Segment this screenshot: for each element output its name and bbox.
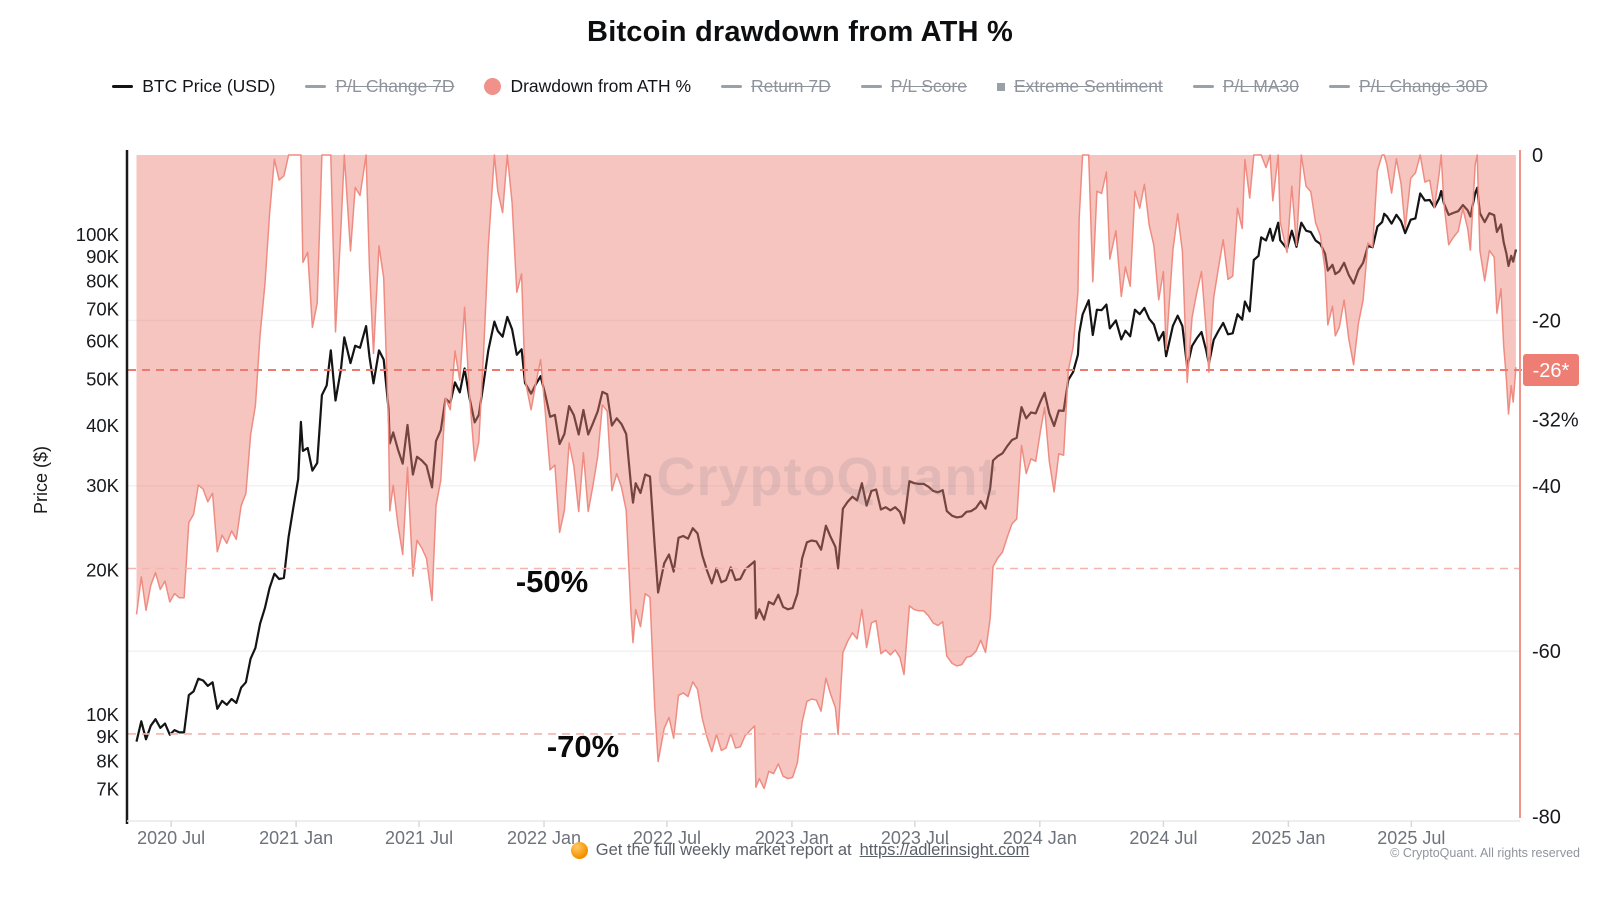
line-marker-icon xyxy=(1329,85,1350,88)
orange-circle-icon xyxy=(570,842,588,859)
drawdown-tick-label: 0 xyxy=(1532,145,1543,167)
line-marker-icon xyxy=(721,85,743,88)
chart-title: Bitcoin drawdown from ATH % xyxy=(587,16,1013,48)
x-tick-label: 2022 Jul xyxy=(633,828,701,848)
watermark-text: CryptoQuant xyxy=(657,447,998,507)
price-tick-label: 90K xyxy=(86,246,120,267)
x-tick-label: 2021 Jul xyxy=(385,828,453,848)
legend-item-p-l-change-7d[interactable]: P/L Change 7D xyxy=(305,76,454,97)
legend-item-p-l-score[interactable]: P/L Score xyxy=(860,76,967,97)
price-line xyxy=(135,186,1517,742)
legend-item-label: Drawdown from ATH % xyxy=(510,76,692,96)
footer-text: Get the full weekly market report at xyxy=(595,841,852,859)
circle-marker-icon xyxy=(484,78,502,95)
legend-item-label: Extreme Sentiment xyxy=(1013,76,1163,96)
x-tick-label: 2023 Jan xyxy=(755,828,829,848)
x-tick-label: 2020 Jul xyxy=(137,828,205,848)
legend-item-label: P/L MA30 xyxy=(1222,76,1299,96)
drawdown-tick-label: -40 xyxy=(1532,476,1561,498)
drawdown-tick-label: -60 xyxy=(1532,641,1561,663)
drawdown-line xyxy=(135,154,1517,790)
legend-item-p-l-ma30[interactable]: P/L MA30 xyxy=(1192,76,1299,97)
x-tick-label: 2023 Jul xyxy=(881,828,949,848)
x-tick-label: 2022 Jan xyxy=(507,828,581,848)
x-tick-label: 2025 Jul xyxy=(1377,828,1445,848)
price-tick-label: 7K xyxy=(96,778,119,799)
price-tick-label: 60K xyxy=(86,330,120,351)
legend: BTC Price (USD) P/L Change 7D Drawdown fro… xyxy=(0,76,1600,97)
line-marker-icon xyxy=(112,85,134,88)
square-marker-icon xyxy=(996,82,1005,91)
price-tick-label: 30K xyxy=(86,475,120,496)
line-marker-icon xyxy=(1192,85,1214,88)
x-tick-label: 2025 Jan xyxy=(1251,828,1325,848)
x-tick-label: 2024 Jul xyxy=(1129,828,1197,848)
drawdown-tick-label: -20 xyxy=(1532,310,1561,332)
price-tick-label: 20K xyxy=(86,560,120,581)
drawdown-tick-label: -80 xyxy=(1532,807,1561,829)
current-value-badge-label: -26* xyxy=(1533,360,1570,382)
copyright-attribution: © CryptoQuant. All rights reserved xyxy=(1390,846,1580,860)
legend-item-label: P/L Score xyxy=(890,76,967,96)
price-tick-label: 50K xyxy=(86,368,120,389)
legend-item-label: P/L Change 30D xyxy=(1359,76,1488,96)
current-value-badge xyxy=(1523,354,1579,387)
annotation-label: -70% xyxy=(547,729,619,764)
x-tick-label: 2024 Jan xyxy=(1003,828,1077,848)
annotation-label: -50% xyxy=(516,564,588,599)
price-tick-label: 70K xyxy=(86,298,120,319)
line-marker-icon xyxy=(305,85,327,88)
footer-report-line: Get the full weekly market report at htt… xyxy=(0,841,1600,860)
legend-item-return-7d[interactable]: Return 7D xyxy=(721,76,831,97)
legend-item-extreme-sentiment[interactable]: Extreme Sentiment xyxy=(996,76,1163,97)
legend-item-label: Return 7D xyxy=(751,76,831,96)
legend-item-label: P/L Change 7D xyxy=(335,76,455,96)
footer-link[interactable]: https://adlerinsight.com xyxy=(859,841,1030,859)
legend-item-btc-price-usd[interactable]: BTC Price (USD) xyxy=(112,76,275,97)
drawdown-area xyxy=(136,155,1516,789)
price-tick-label: 80K xyxy=(86,271,120,292)
line-marker-icon xyxy=(860,85,882,88)
x-tick-label: 2021 Jan xyxy=(259,828,333,848)
price-tick-label: 9K xyxy=(96,726,119,747)
drawdown-tick-label: -32% xyxy=(1532,410,1579,432)
legend-item-p-l-change-30d[interactable]: P/L Change 30D xyxy=(1329,76,1488,97)
price-tick-label: 100K xyxy=(76,224,120,245)
legend-item-label: BTC Price (USD) xyxy=(142,76,276,96)
price-tick-label: 10K xyxy=(86,704,120,725)
price-axis-title: Price ($) xyxy=(31,446,51,514)
price-tick-label: 8K xyxy=(96,751,119,772)
price-tick-label: 40K xyxy=(86,415,120,436)
legend-item-drawdown-from-ath[interactable]: Drawdown from ATH % xyxy=(484,76,691,97)
